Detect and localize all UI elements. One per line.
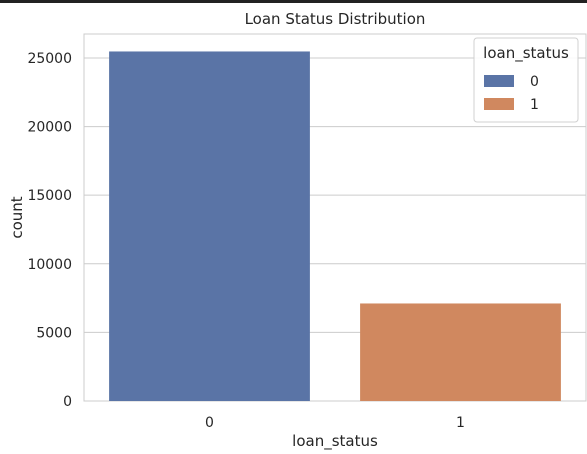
y-tick-label: 15000 [27, 188, 72, 204]
y-tick-label: 25000 [27, 51, 72, 67]
legend-swatch-1 [484, 98, 514, 110]
x-tick-label: 0 [205, 415, 214, 431]
bar-1 [360, 303, 561, 401]
y-tick-label: 10000 [27, 257, 72, 273]
bars [109, 51, 561, 401]
y-tick-label: 0 [63, 394, 72, 410]
y-tick-labels: 0 5000 10000 15000 20000 25000 [27, 51, 72, 410]
legend-entry-label: 0 [530, 74, 539, 90]
legend-title: loan_status [483, 44, 569, 63]
legend-entries: 01 [484, 74, 539, 113]
x-tick-label: 1 [456, 415, 465, 431]
window-top-border [0, 0, 587, 3]
legend-entry-label: 1 [530, 97, 539, 113]
bar-0 [109, 51, 310, 401]
y-tick-label: 5000 [36, 325, 72, 341]
x-axis-label: loan_status [292, 432, 378, 451]
y-axis-label: count [8, 196, 26, 238]
legend-swatch-0 [484, 75, 514, 87]
legend: loan_status 01 [473, 37, 579, 123]
y-tick-label: 20000 [27, 120, 72, 136]
chart-title: Loan Status Distribution [245, 10, 426, 28]
